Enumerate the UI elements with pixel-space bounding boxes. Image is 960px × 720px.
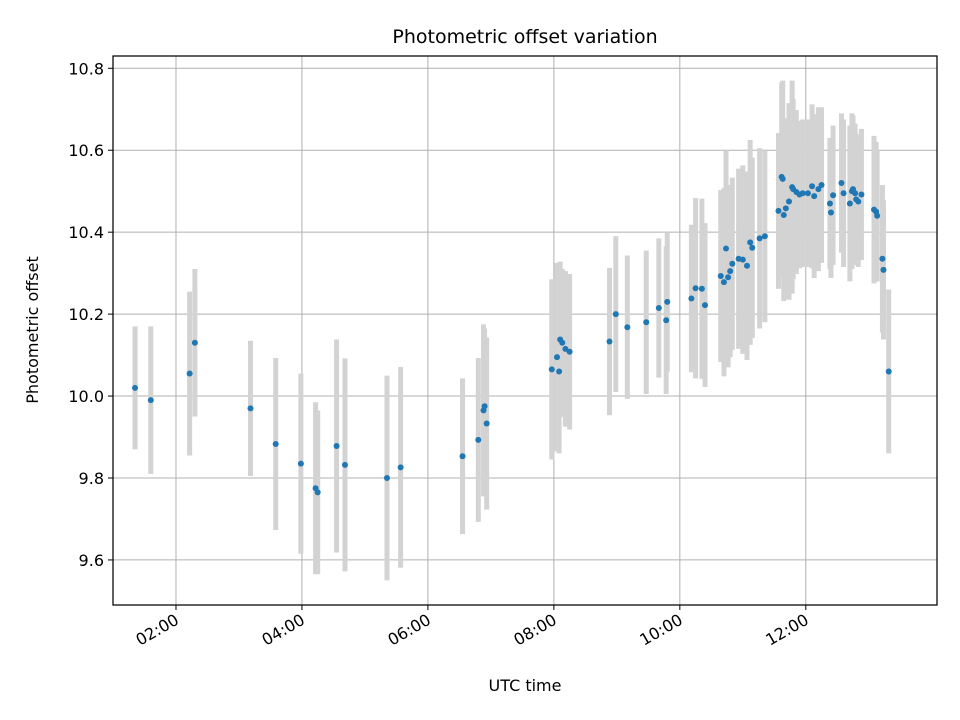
y-axis: 9.6 9.8 10.0 10.2 10.4 10.6 10.8 xyxy=(68,59,113,570)
data-point xyxy=(566,348,573,355)
data-point xyxy=(855,198,862,205)
data-point xyxy=(780,211,787,218)
data-point xyxy=(838,180,845,187)
data-point xyxy=(830,192,837,199)
data-point xyxy=(559,339,566,346)
data-point xyxy=(747,239,754,246)
y-tick-label: 10.8 xyxy=(68,59,104,78)
data-point xyxy=(725,274,732,281)
data-point xyxy=(749,244,756,251)
data-point xyxy=(799,190,806,197)
data-point xyxy=(827,209,834,216)
data-point xyxy=(779,175,786,182)
data-point xyxy=(785,198,792,205)
data-point xyxy=(782,205,789,212)
data-point xyxy=(739,256,746,263)
y-tick-label: 9.8 xyxy=(79,469,104,488)
data-point xyxy=(247,405,254,412)
data-point xyxy=(804,190,811,197)
data-point xyxy=(826,200,833,207)
data-point xyxy=(702,302,709,309)
data-point xyxy=(761,233,768,240)
data-point xyxy=(297,460,304,467)
data-point xyxy=(874,212,881,219)
data-point xyxy=(880,266,887,273)
data-point xyxy=(314,489,321,496)
x-axis-label: UTC time xyxy=(489,676,562,695)
data-point xyxy=(562,345,569,352)
data-point xyxy=(612,311,619,318)
data-point xyxy=(744,262,751,269)
data-point xyxy=(272,440,279,447)
data-point xyxy=(811,193,818,200)
data-point xyxy=(809,183,816,190)
y-tick-label: 9.6 xyxy=(79,551,104,570)
data-point xyxy=(815,186,822,193)
data-point xyxy=(818,182,825,189)
data-point xyxy=(191,339,198,346)
chart-title: Photometric offset variation xyxy=(392,26,657,48)
data-point xyxy=(548,366,555,373)
y-tick-label: 10.2 xyxy=(68,305,104,324)
data-point xyxy=(885,368,892,375)
data-point xyxy=(663,317,670,324)
data-point xyxy=(729,260,736,267)
data-point xyxy=(475,436,482,443)
data-point xyxy=(756,235,763,242)
y-tick-label: 10.6 xyxy=(68,141,104,160)
data-point xyxy=(692,285,699,292)
data-point xyxy=(554,354,561,361)
data-point xyxy=(775,207,782,214)
data-point xyxy=(727,268,734,275)
data-point xyxy=(483,420,490,427)
data-point xyxy=(481,403,488,410)
data-point xyxy=(840,190,847,197)
data-point xyxy=(664,298,671,305)
data-point xyxy=(397,464,404,471)
data-point xyxy=(879,255,886,262)
data-point xyxy=(698,285,705,292)
data-point xyxy=(132,384,139,391)
y-tick-label: 10.0 xyxy=(68,387,104,406)
data-point xyxy=(655,304,662,311)
data-point xyxy=(624,324,631,331)
data-point xyxy=(333,443,340,450)
data-point xyxy=(720,279,727,286)
data-point xyxy=(852,190,859,197)
y-tick-label: 10.4 xyxy=(68,223,104,242)
data-point xyxy=(717,273,724,280)
data-points xyxy=(132,173,892,496)
data-point xyxy=(606,338,613,345)
data-point xyxy=(858,191,865,198)
data-point xyxy=(556,368,563,375)
data-point xyxy=(688,295,695,302)
data-point xyxy=(846,200,853,207)
data-point xyxy=(383,474,390,481)
data-point xyxy=(186,370,193,377)
data-point xyxy=(723,245,730,252)
data-point xyxy=(341,461,348,468)
y-axis-label: Photometric offset xyxy=(23,256,42,404)
data-point xyxy=(643,319,650,326)
data-point xyxy=(459,453,466,460)
data-point xyxy=(147,397,154,404)
plot-area-frame xyxy=(112,55,938,606)
